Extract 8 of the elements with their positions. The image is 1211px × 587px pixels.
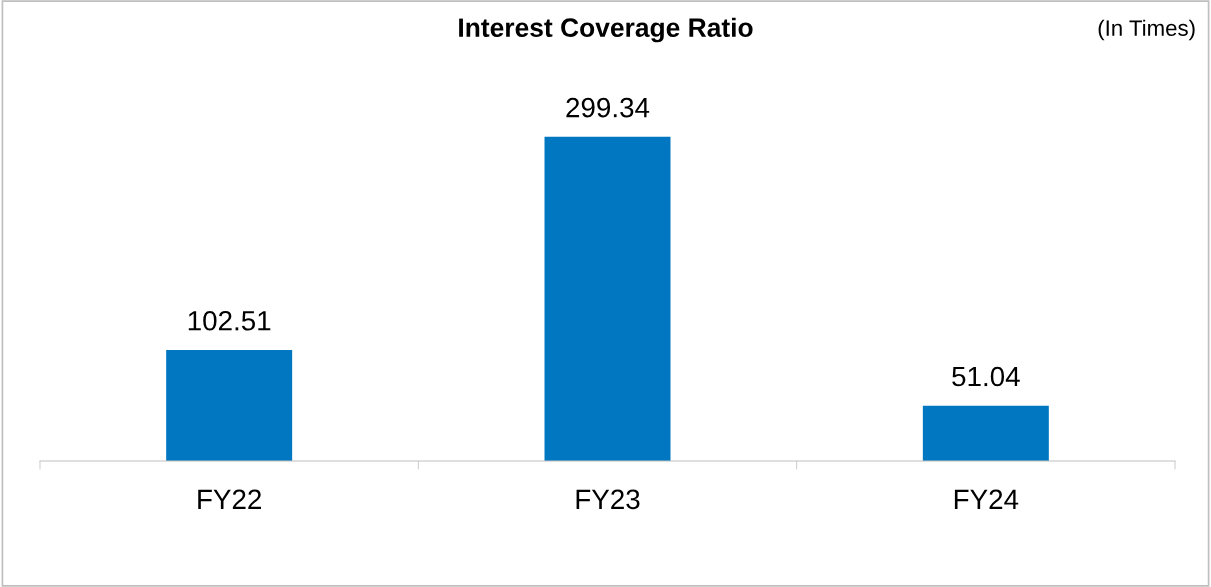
data-label: 51.04 <box>952 366 1020 387</box>
chart-title: Interest Coverage Ratio <box>459 17 753 43</box>
data-label: 102.51 <box>188 310 271 331</box>
x-tick-label: FY24 <box>954 489 1019 509</box>
text: (In Times) <box>1098 19 1195 41</box>
x-tick-label: FY22 <box>198 489 261 509</box>
x-tick-label: FY23 <box>576 489 640 510</box>
data-label: 299.34 <box>566 97 650 118</box>
